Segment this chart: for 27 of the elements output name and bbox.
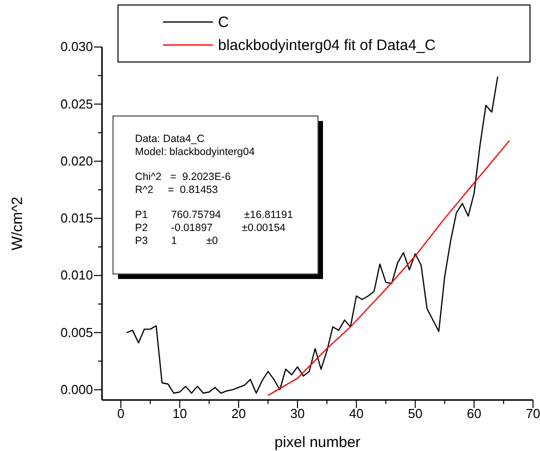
x-tick-label: 70	[526, 406, 540, 422]
x-tick-label: 10	[172, 406, 187, 422]
legend-label: C	[218, 14, 229, 31]
annotation: Chi^2 = 9.2023E-6	[135, 171, 231, 183]
x-tick-label: 50	[408, 406, 422, 422]
y-tick-label: 0.025	[60, 96, 93, 112]
x-tick-label: 30	[290, 406, 305, 422]
x-axis-title: pixel number	[274, 434, 360, 451]
annotation: Data: Data4_C	[135, 133, 205, 145]
y-tick-label: 0.020	[60, 153, 93, 168]
y-axis-title: W/cm^2	[9, 196, 26, 250]
x-tick-label: 0	[117, 406, 124, 422]
annotation: P1 760.75794 ±16.81191	[135, 209, 294, 221]
x-tick-label: 40	[349, 406, 364, 422]
annotation: P2 -0.01897 ±0.00154	[135, 222, 286, 234]
line-series	[126, 76, 498, 394]
x-tick-label: 60	[466, 406, 482, 422]
x-tick-label: 20	[231, 406, 246, 422]
legend-label: blackbodyinterg04 fit of Data4_C	[218, 37, 436, 54]
y-tick-label: 0.030	[60, 39, 93, 54]
annotation: R^2 = 0.81453	[135, 184, 218, 196]
y-tick-label: 0.010	[60, 268, 93, 283]
annotation: Model: blackbodyinterg04	[135, 146, 255, 158]
text: 0.000	[60, 382, 93, 397]
y-tick-label: 0.005	[60, 324, 93, 340]
annotation: P3 1 ±0	[135, 235, 218, 247]
y-tick-label: 0.015	[60, 210, 93, 226]
